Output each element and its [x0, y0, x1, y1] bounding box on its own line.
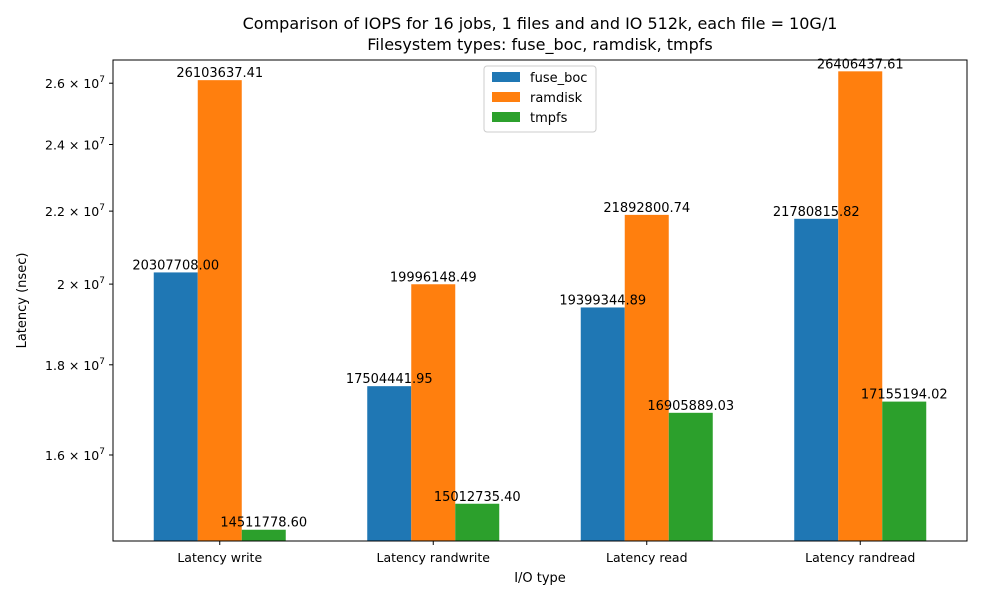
data-label-fuse-boc-3: 19399344.89	[559, 293, 646, 308]
x-tick-label: Latency write	[177, 550, 262, 565]
bar-ramdisk-4	[838, 71, 883, 541]
legend-label-fuse-boc: fuse_boc	[530, 71, 587, 86]
legend-swatch-ramdisk	[492, 92, 520, 102]
data-label-fuse-boc-4: 21780815.82	[773, 205, 860, 220]
chart-title: Comparison of IOPS for 16 jobs, 1 files …	[243, 14, 838, 33]
y-tick-label: 1.8 × 107	[45, 357, 105, 373]
y-tick-label: 2.2 × 107	[45, 203, 105, 219]
bar-tmpfs-1	[241, 529, 286, 541]
data-label-tmpfs-1: 14511778.60	[220, 516, 307, 531]
x-tick-label: Latency randwrite	[377, 550, 491, 565]
data-label-fuse-boc-1: 20307708.00	[132, 258, 219, 273]
y-tick-label: 1.6 × 107	[45, 447, 105, 463]
y-tick-label: 2.4 × 107	[45, 136, 105, 152]
y-axis-ticks: 1.6 × 107 1.8 × 107 2 × 107 2.2 × 107 2.4 × …	[45, 75, 113, 463]
bar-ramdisk-2	[411, 284, 456, 541]
bars-group	[153, 71, 927, 542]
data-label-ramdisk-4: 26406437.61	[817, 57, 904, 72]
bar-ramdisk-1	[197, 80, 242, 541]
x-axis-ticks: Latency write Latency randwrite Latency re…	[177, 541, 915, 565]
bar-fuse-boc-1	[153, 272, 198, 541]
data-label-ramdisk-2: 19996148.49	[390, 270, 477, 285]
data-label-tmpfs-2: 15012735.40	[434, 490, 521, 505]
x-axis-label: I/O type	[514, 571, 566, 586]
legend-label-tmpfs: tmpfs	[530, 111, 568, 126]
data-labels-group: 20307708.00 26103637.41 14511778.60 1750444…	[132, 57, 947, 530]
y-tick-label: 2 × 107	[57, 276, 105, 292]
legend-label-ramdisk: ramdisk	[530, 91, 583, 106]
x-tick-label: Latency read	[606, 550, 688, 565]
data-label-fuse-boc-2: 17504441.95	[346, 372, 433, 387]
bar-fuse-boc-3	[580, 307, 625, 541]
y-axis-label: Latency (nsec)	[15, 253, 30, 349]
data-label-ramdisk-1: 26103637.41	[176, 66, 263, 81]
bar-tmpfs-2	[455, 503, 500, 541]
legend-swatch-fuse-boc	[492, 72, 520, 82]
bar-tmpfs-4	[882, 401, 927, 541]
bar-ramdisk-3	[624, 214, 669, 541]
bar-tmpfs-3	[668, 412, 713, 541]
data-label-tmpfs-3: 16905889.03	[647, 399, 734, 414]
legend-swatch-tmpfs	[492, 112, 520, 122]
bar-fuse-boc-4	[794, 218, 839, 542]
chart-subtitle: Filesystem types: fuse_boc, ramdisk, tmp…	[367, 35, 712, 55]
data-label-ramdisk-3: 21892800.74	[603, 201, 690, 216]
y-tick-label: 2.6 × 107	[45, 75, 105, 91]
x-tick-label: Latency randread	[805, 550, 915, 565]
plot-area-frame	[112, 59, 968, 542]
bar-fuse-boc-2	[367, 386, 412, 541]
data-label-tmpfs-4: 17155194.02	[861, 388, 948, 403]
